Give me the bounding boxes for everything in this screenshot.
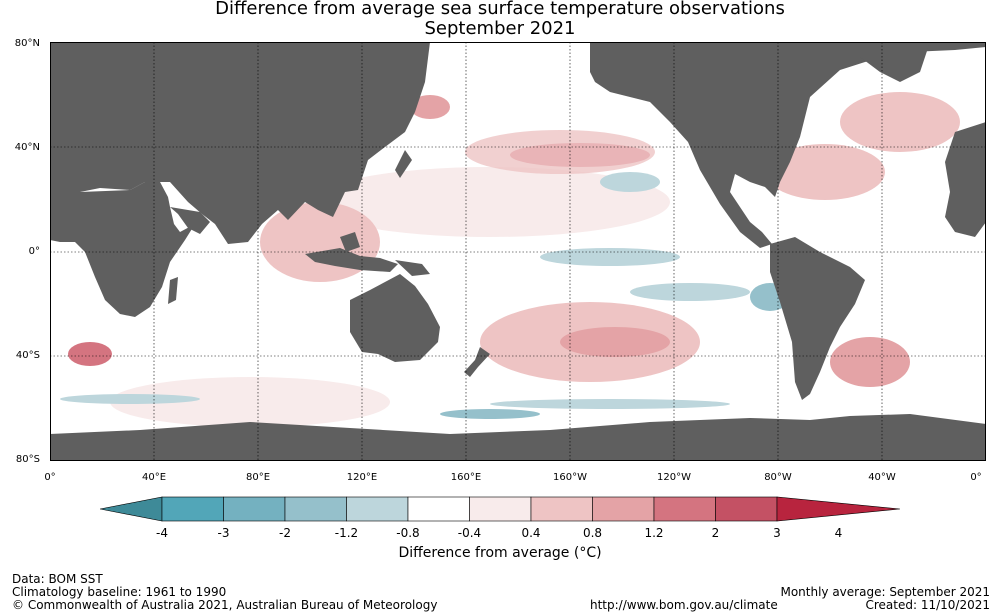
colorbar-tick-label: -1.2 <box>334 526 359 540</box>
colorbar-segment <box>530 496 593 522</box>
japan-land <box>395 150 412 178</box>
colorbar-segment <box>407 496 470 522</box>
colorbar-segment <box>346 496 409 522</box>
baseline-text: Climatology baseline: 1961 to 1990 <box>12 585 227 599</box>
colorbar-segment <box>653 496 716 522</box>
colorbar-tick-label: 4 <box>834 526 843 540</box>
colorbar-tick-label: -3 <box>217 526 230 540</box>
colorbar-segment <box>715 496 778 522</box>
colorbar-tick-label: -4 <box>156 526 168 540</box>
colorbar-segment <box>592 496 655 522</box>
colorbar-segment <box>284 496 347 522</box>
map-title: Difference from average sea surface temp… <box>215 0 785 19</box>
colorbar <box>100 496 900 522</box>
data-source-text: Data: BOM SST <box>12 572 103 586</box>
colorbar-tick-label: 0.8 <box>582 526 603 540</box>
map-border <box>50 42 986 461</box>
lon-label-120w: 120°W <box>657 472 691 483</box>
colorbar-extend-high <box>776 496 900 522</box>
land-masses <box>50 42 986 461</box>
bom-url-link[interactable]: http://www.bom.gov.au/climate <box>590 598 778 612</box>
colorbar-label: Difference from average (°C) <box>398 545 602 561</box>
south-america-land <box>770 237 865 400</box>
africa-land <box>50 182 195 317</box>
new-zealand-land <box>464 347 490 377</box>
antarctica-land <box>50 414 986 461</box>
colorbar-tick-label: -0.4 <box>457 526 482 540</box>
lon-label-160w: 160°W <box>553 472 587 483</box>
lat-label-40s: 40°S <box>15 350 40 361</box>
anomaly-patches <box>60 50 960 427</box>
lat-label-0: 0° <box>28 246 40 257</box>
sst-anomaly-map <box>50 42 986 461</box>
north-america-land <box>590 42 986 248</box>
colorbar-segments <box>100 496 900 522</box>
colorbar-segment <box>223 496 286 522</box>
copyright-text: © Commonwealth of Australia 2021, Austra… <box>12 598 438 612</box>
arabia-land <box>170 207 210 234</box>
lon-label-80e: 80°E <box>245 472 271 483</box>
madagascar-land <box>168 277 178 304</box>
australia-land <box>350 274 440 362</box>
colorbar-tick-label: 0.4 <box>521 526 541 540</box>
lon-label-40w: 40°W <box>868 472 896 483</box>
colorbar-segment <box>469 496 532 522</box>
warm-anomalies <box>68 92 960 427</box>
lon-label-0: 0° <box>44 472 56 483</box>
map-subtitle: September 2021 <box>424 18 576 39</box>
colorbar-tick-label: 1.2 <box>644 526 664 540</box>
lon-label-0-east: 0° <box>970 472 982 483</box>
colorbar-segment <box>161 496 224 522</box>
europe-west-land <box>945 122 986 237</box>
monthly-average-text: Monthly average: September 2021 <box>780 585 990 599</box>
lon-label-120e: 120°E <box>346 472 378 483</box>
greenland-land <box>850 42 930 82</box>
colorbar-tick-label: -0.8 <box>396 526 420 540</box>
colorbar-tick-label: 2 <box>711 526 720 540</box>
lat-label-40n: 40°N <box>14 142 40 153</box>
lat-label-80s: 80°S <box>15 454 40 465</box>
created-date-text: Created: 11/10/2021 <box>865 598 990 612</box>
new-guinea-land <box>395 260 430 276</box>
lon-label-80w: 80°W <box>764 472 792 483</box>
eurasia-land <box>50 42 430 244</box>
indonesia-land <box>305 248 398 272</box>
colorbar-tick-label: -2 <box>279 526 291 540</box>
colorbar-extend-low <box>100 496 163 522</box>
lon-label-40e: 40°E <box>141 472 167 483</box>
colorbar-tick-label: 3 <box>773 526 781 540</box>
lat-label-80n: 80°N <box>14 38 40 49</box>
lon-label-160e: 160°E <box>450 472 482 483</box>
borneo-land <box>340 232 360 252</box>
